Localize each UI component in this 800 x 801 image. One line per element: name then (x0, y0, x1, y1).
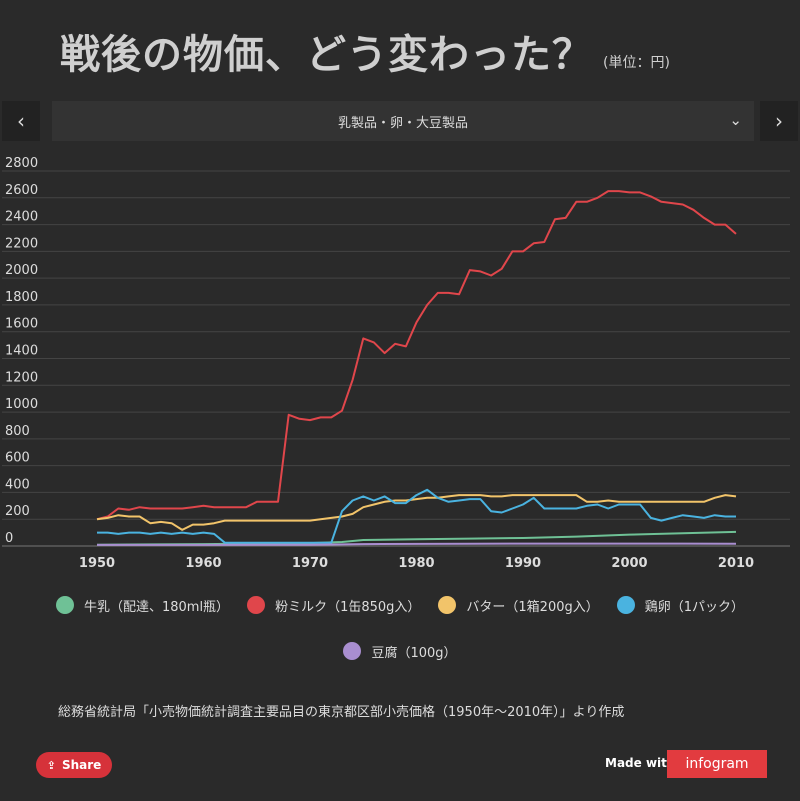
legend-label: 粉ミルク（1缶850g入） (275, 599, 421, 615)
legend-swatch (616, 596, 635, 614)
legend-swatch (247, 596, 266, 614)
legend-item[interactable]: 粉ミルク（1缶850g入） (247, 596, 420, 615)
legend: 牛乳（配達、180ml瓶） 粉ミルク（1缶850g入） バター（1箱200g入） 鶏卵… (0, 592, 800, 684)
chevron-down-icon: ⌄ (729, 111, 742, 129)
y-tick-label: 600 (5, 451, 30, 466)
title-row: 戦後の物価、どう変わった？ (単位：円) (60, 22, 670, 80)
made-with-label: Made with (605, 756, 676, 770)
legend-row: 豆腐（100g） (0, 638, 800, 664)
legend-swatch (55, 596, 74, 614)
category-label: 乳製品・卵・大豆製品 (337, 115, 468, 131)
legend-label: 豆腐（100g） (371, 645, 457, 661)
x-tick-label: 2000 (611, 556, 647, 571)
x-tick-label: 2010 (718, 556, 754, 571)
prev-button[interactable]: ‹ (2, 101, 40, 141)
series-line (97, 488, 736, 544)
x-tick-label: 1970 (292, 556, 328, 571)
share-label: Share (61, 758, 102, 772)
y-tick-label: 200 (5, 504, 30, 519)
legend-label: バター（1箱200g入） (466, 599, 599, 615)
y-tick-label: 800 (5, 424, 30, 439)
page-title: 戦後の物価、どう変わった？ (60, 32, 593, 78)
legend-row: 牛乳（配達、180ml瓶） 粉ミルク（1缶850g入） バター（1箱200g入） 鶏卵… (0, 592, 800, 618)
legend-label: 牛乳（配達、180ml瓶） (83, 599, 230, 615)
legend-item[interactable]: 鶏卵（1パック） (616, 596, 745, 615)
next-button[interactable]: › (760, 101, 798, 141)
line-chart: 0 200 400 600 800 1000 1200 1400 1600 1800 2000 220… (2, 156, 790, 571)
infogram-logo[interactable]: infogram (667, 750, 767, 778)
y-tick-label: 1200 (5, 370, 38, 385)
source-note: 総務省統計局「小売物価統計調査主要品目の東京都区部小売価格（1950年〜2010… (58, 705, 625, 720)
legend-item[interactable]: 牛乳（配達、180ml瓶） (55, 596, 230, 615)
legend-item[interactable]: 豆腐（100g） (343, 642, 457, 661)
y-tick-label: 2400 (5, 210, 38, 225)
x-tick-label: 1960 (185, 556, 221, 571)
chevron-left-icon: ‹ (17, 109, 25, 133)
y-tick-label: 1400 (5, 344, 38, 359)
unit-label: (単位：円) (603, 55, 670, 71)
chevron-right-icon: › (775, 109, 783, 133)
legend-label: 鶏卵（1パック） (644, 599, 745, 615)
x-tick-label: 1980 (398, 556, 434, 571)
y-tick-label: 2800 (5, 156, 38, 171)
y-tick-label: 2200 (5, 236, 38, 251)
legend-item[interactable]: バター（1箱200g入） (438, 596, 599, 615)
category-dropdown[interactable]: 乳製品・卵・大豆製品 ⌄ (52, 101, 754, 141)
share-icon: ⇪ (46, 758, 56, 772)
legend-swatch (343, 642, 362, 660)
series-line (96, 190, 737, 521)
series-line (96, 494, 737, 531)
y-tick-label: 1800 (5, 290, 38, 305)
y-tick-label: 1600 (5, 317, 38, 332)
y-tick-label: 1000 (5, 397, 38, 412)
y-tick-label: 2600 (5, 183, 38, 198)
legend-swatch (438, 596, 457, 614)
x-tick-label: 1990 (505, 556, 541, 571)
x-tick-label: 1950 (79, 556, 115, 571)
y-tick-label: 400 (5, 477, 30, 492)
y-tick-label: 0 (5, 531, 13, 546)
y-tick-label: 2000 (5, 263, 38, 278)
share-button[interactable]: ⇪ Share (36, 752, 112, 778)
series-line (97, 542, 737, 546)
